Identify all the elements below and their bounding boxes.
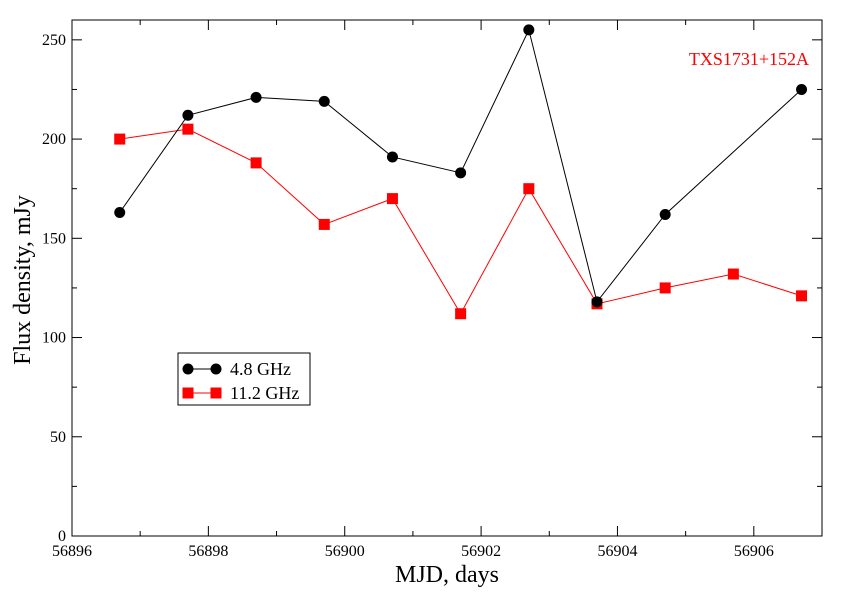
data-point	[250, 157, 262, 169]
data-point	[591, 296, 603, 308]
data-point	[727, 268, 739, 280]
y-tick-label: 200	[42, 131, 66, 148]
data-point	[250, 91, 262, 103]
x-tick-label: 56904	[597, 543, 637, 560]
y-tick-label: 50	[50, 429, 66, 446]
data-point	[318, 95, 330, 107]
x-tick-label: 56896	[52, 543, 92, 560]
data-point	[114, 207, 126, 219]
annotation-label: TXS1731+152A	[689, 49, 809, 69]
x-tick-label: 56898	[188, 543, 228, 560]
x-tick-label: 56906	[734, 543, 774, 560]
series-layer	[114, 24, 808, 320]
legend-label-11-2: 11.2 GHz	[230, 383, 299, 403]
data-point	[455, 308, 467, 320]
data-point	[182, 123, 194, 135]
legend-marker-4-8	[182, 363, 194, 375]
y-tick-label: 100	[42, 330, 66, 347]
data-point	[796, 83, 808, 95]
data-point	[318, 218, 330, 230]
x-tick-label: 56902	[461, 543, 501, 560]
legend: 4.8 GHz 11.2 GHz	[177, 352, 311, 406]
x-axis: 56896 56898 56900 56902 56904 56906	[52, 20, 774, 560]
legend-box	[177, 352, 311, 406]
y-axis: 0 50 100 150 200 250	[42, 32, 822, 545]
series-line	[119, 128, 802, 315]
legend-marker-11-2	[210, 387, 222, 399]
data-point	[182, 109, 194, 121]
data-point	[114, 133, 126, 145]
data-point	[523, 183, 535, 195]
data-point	[455, 167, 467, 179]
data-point	[523, 24, 535, 36]
y-tick-label: 250	[42, 32, 66, 49]
data-point	[659, 208, 671, 220]
data-point	[796, 290, 808, 302]
legend-marker-11-2	[182, 387, 194, 399]
data-point	[386, 193, 398, 205]
plot-frame	[71, 19, 823, 537]
x-axis-label: MJD, days	[395, 562, 499, 588]
legend-marker-4-8	[210, 363, 222, 375]
legend-label-4-8: 4.8 GHz	[230, 359, 291, 379]
data-point	[386, 151, 398, 163]
data-point	[659, 282, 671, 294]
x-tick-label: 56900	[325, 543, 365, 560]
y-tick-label: 0	[58, 528, 66, 545]
series-line	[119, 28, 802, 303]
y-axis-label: Flux density, mJy	[10, 195, 36, 365]
y-tick-label: 150	[42, 230, 66, 247]
